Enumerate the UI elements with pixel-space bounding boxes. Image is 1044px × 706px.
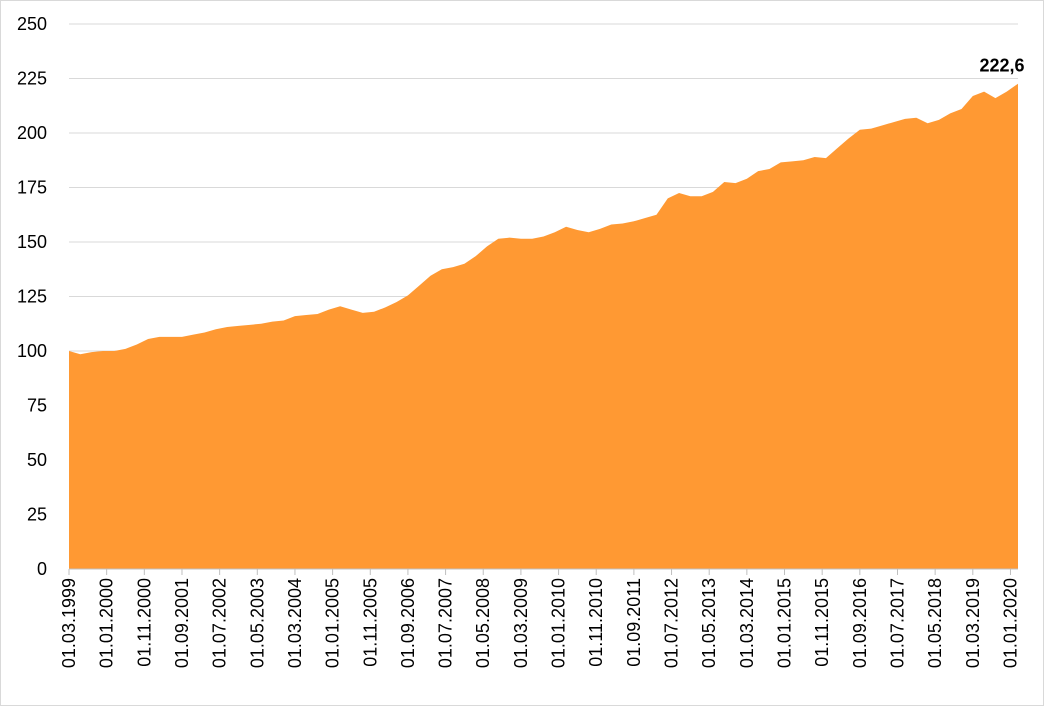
area (69, 83, 1018, 570)
x-tick-label: 01.11.2015 (812, 578, 832, 667)
y-tick-label: 25 (27, 505, 47, 525)
y-tick-label: 200 (17, 123, 47, 143)
x-tick-label: 01.09.2006 (398, 578, 418, 668)
x-tick-label: 01.01.2005 (323, 578, 343, 668)
x-tick-label: 01.05.2018 (925, 578, 945, 668)
y-tick-label: 150 (17, 232, 47, 252)
x-tick-label: 01.11.2000 (134, 578, 154, 667)
x-tick-label: 01.01.2010 (549, 578, 569, 668)
x-tick-label: 01.03.2004 (285, 578, 305, 668)
y-tick-label: 250 (17, 14, 47, 34)
x-tick-label: 01.07.2007 (436, 578, 456, 668)
x-tick-label: 01.09.2011 (624, 578, 644, 667)
x-tick-label: 01.09.2016 (850, 578, 870, 668)
x-tick-label: 01.11.2005 (360, 578, 380, 667)
x-tick-label: 01.05.2003 (247, 578, 267, 668)
y-tick-label: 0 (37, 559, 47, 579)
y-tick-label: 175 (17, 178, 47, 198)
x-tick-label: 01.05.2013 (699, 578, 719, 668)
x-tick-label: 01.07.2012 (662, 578, 682, 668)
x-tick-label: 01.03.2019 (963, 578, 983, 668)
x-tick-label: 01.07.2017 (887, 578, 907, 668)
y-tick-label: 225 (17, 69, 47, 89)
x-tick-label: 01.01.2020 (1000, 578, 1020, 668)
x-tick-label: 01.03.2014 (737, 578, 757, 668)
y-tick-label: 75 (27, 396, 47, 416)
x-tick-label: 01.03.1999 (59, 578, 79, 668)
x-tick-label: 01.05.2008 (473, 578, 493, 668)
y-tick-label: 50 (27, 450, 47, 470)
x-tick-label: 01.01.2015 (775, 578, 795, 668)
y-tick-label: 125 (17, 287, 47, 307)
y-tick-label: 100 (17, 341, 47, 361)
x-tick-label: 01.09.2001 (172, 578, 192, 668)
data-label: 222,6 (979, 56, 1024, 76)
x-tick-label: 01.07.2002 (210, 578, 230, 668)
x-tick-label: 01.11.2010 (586, 578, 606, 667)
x-tick-label: 01.03.2009 (511, 578, 531, 668)
x-tick-label: 01.01.2000 (97, 578, 117, 668)
